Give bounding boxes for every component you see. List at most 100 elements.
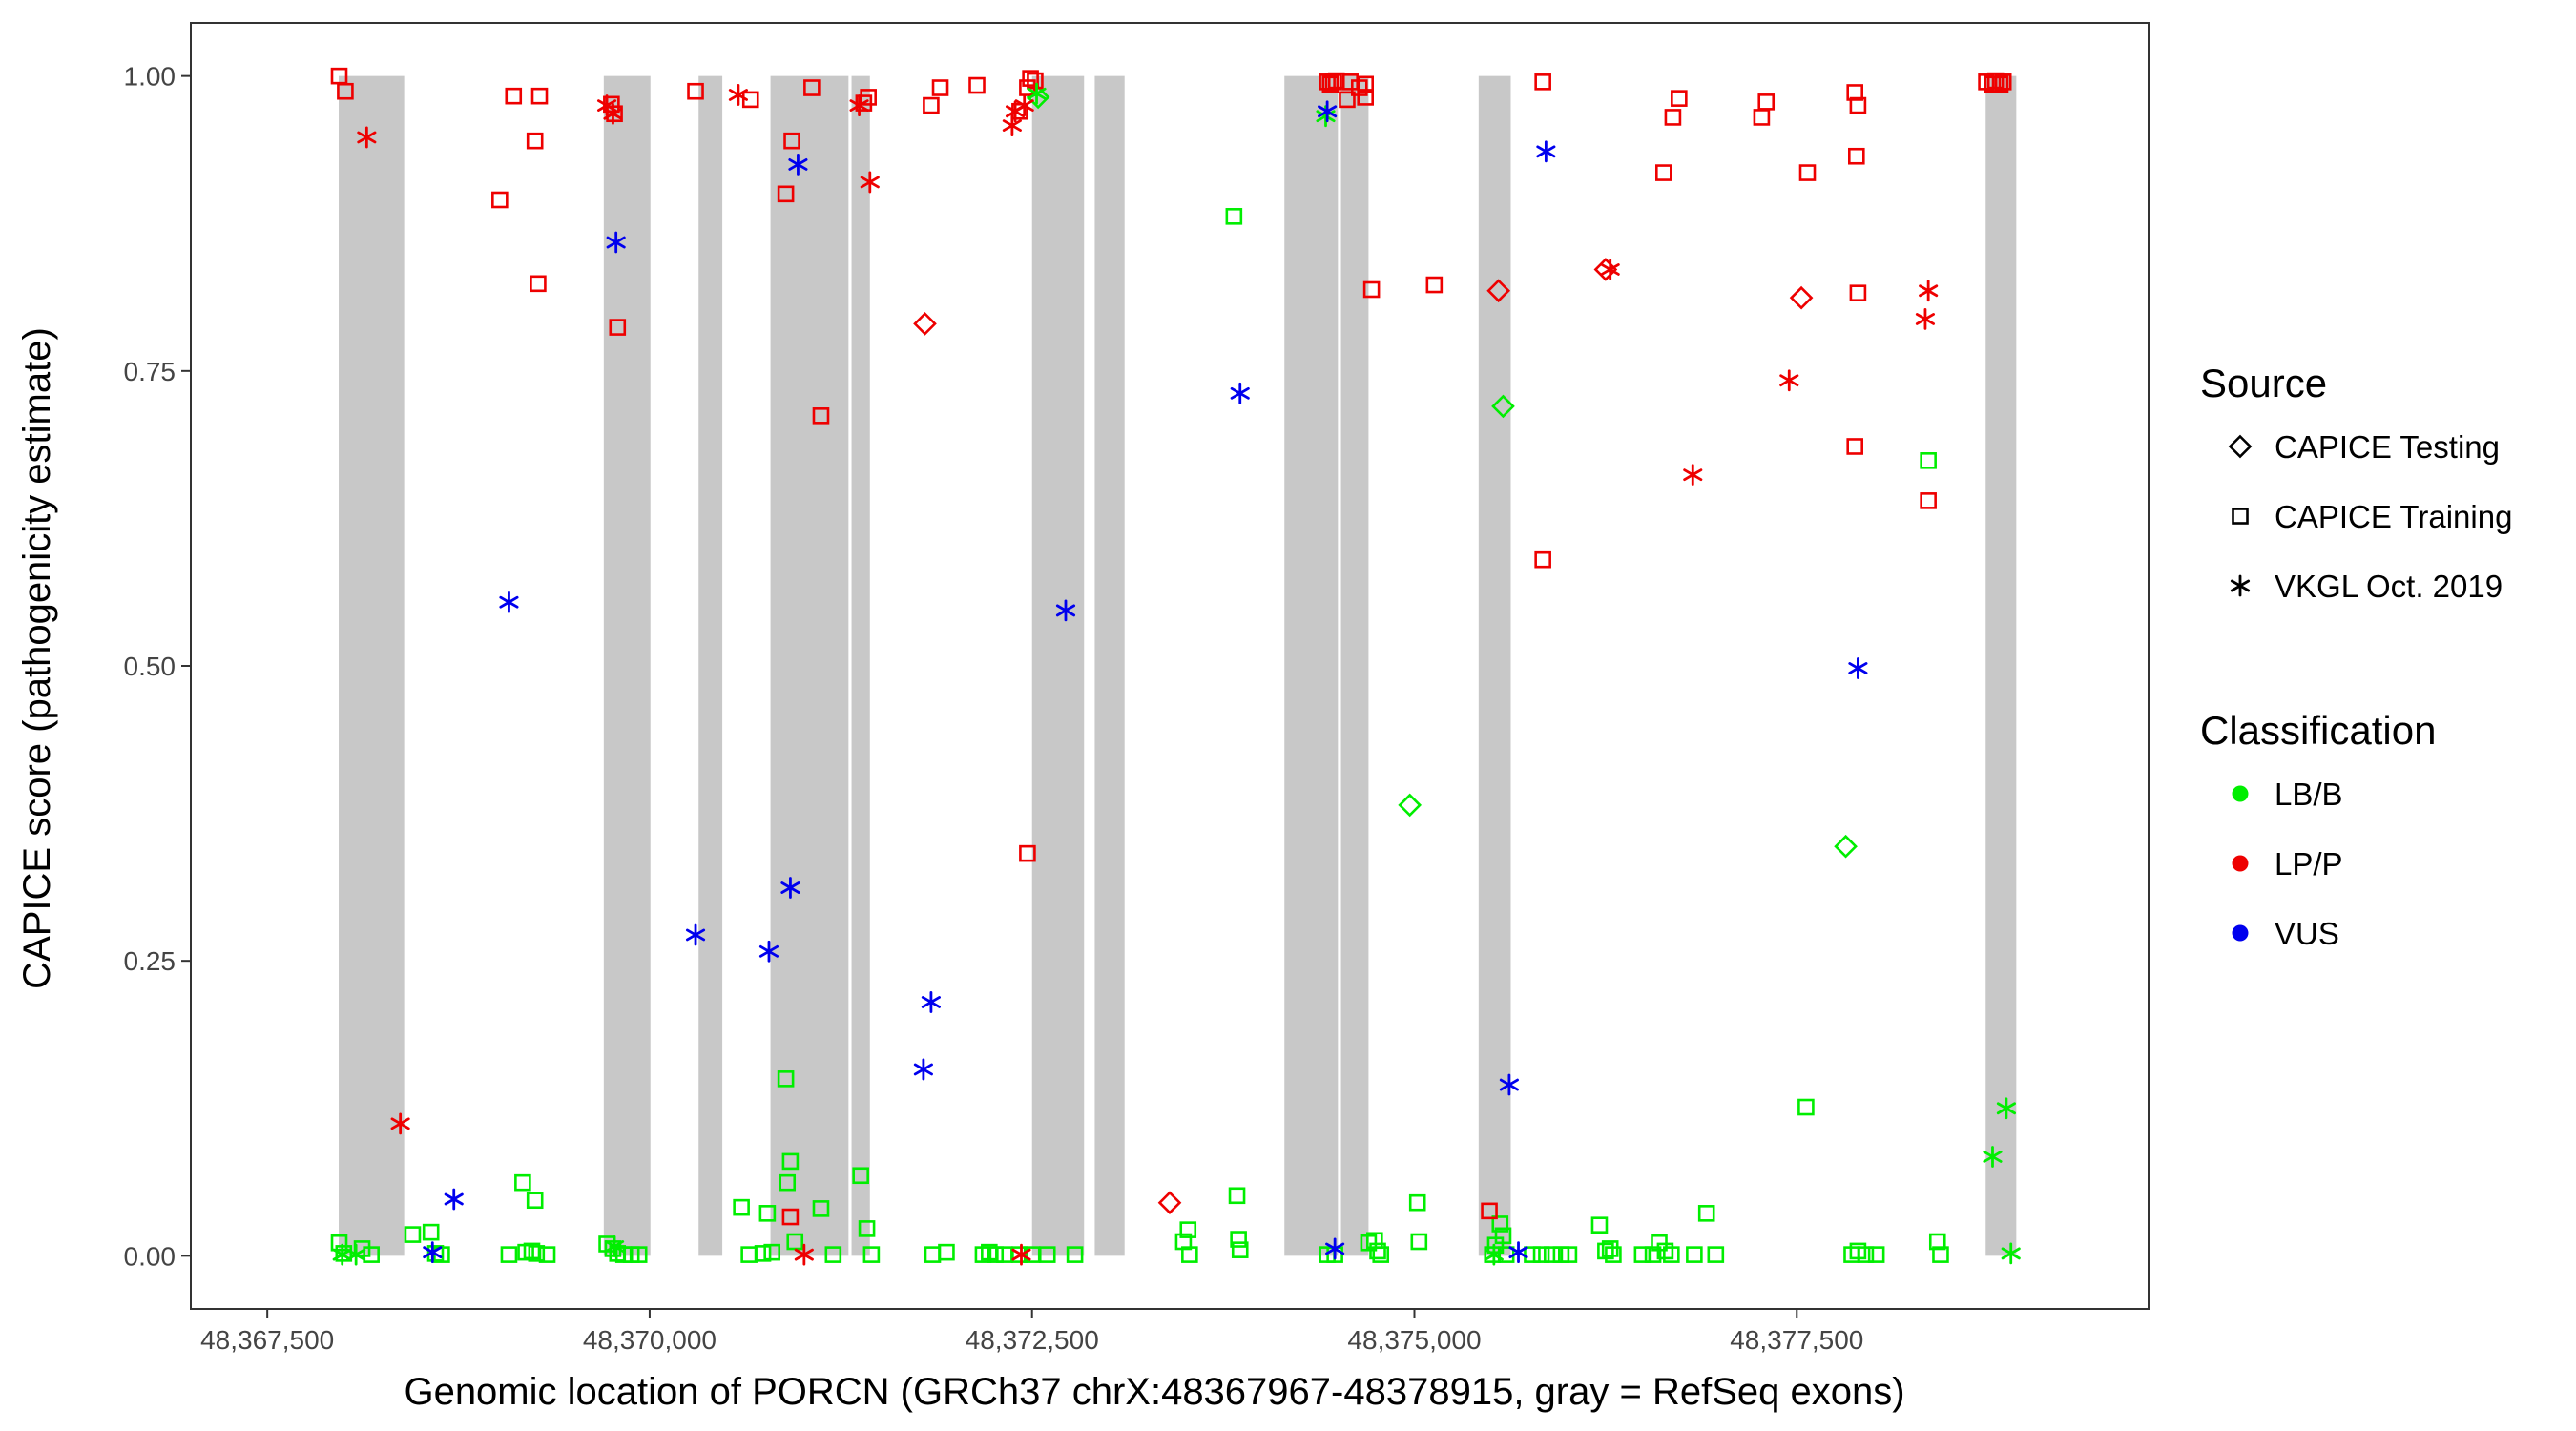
data-point [1357, 75, 1374, 93]
data-point [1686, 1246, 1703, 1263]
data-point [1022, 70, 1039, 87]
data-point [1491, 1215, 1509, 1233]
data-point [1663, 1246, 1680, 1263]
data-point [783, 132, 800, 150]
y-tick-label: 0.00 [124, 1241, 177, 1271]
data-point [1789, 285, 1814, 310]
exon-band-3 [698, 75, 723, 1256]
data-point [530, 275, 547, 293]
data-point [1846, 438, 1863, 455]
data-point [923, 96, 940, 114]
data-point [1848, 147, 1865, 165]
legend-source-keys [2228, 434, 2253, 597]
x-tick-label: 48,377,500 [1730, 1325, 1863, 1355]
data-point [1994, 73, 2012, 91]
data-point [1002, 114, 1022, 136]
data-point [1633, 1246, 1652, 1263]
data-point [1014, 94, 1034, 116]
series-4 [330, 67, 2012, 1226]
data-point [1425, 276, 1444, 294]
exon-band-10 [1478, 75, 1511, 1256]
y-tick-label: 1.00 [124, 62, 177, 92]
legend-label-capice-training: CAPICE Training [2275, 499, 2512, 534]
data-point [794, 1243, 814, 1266]
data-point [1655, 164, 1672, 181]
data-point [1038, 1246, 1056, 1263]
data-point [1996, 1097, 2016, 1120]
data-point [803, 79, 821, 96]
data-point [1491, 394, 1515, 419]
data-point [786, 1233, 804, 1251]
y-axis: 0.00 0.25 0.50 0.75 1.00 [124, 62, 191, 1271]
data-point [1181, 1246, 1198, 1263]
data-point [1920, 452, 1937, 469]
data-point [1798, 164, 1817, 181]
data-point [1027, 82, 1047, 105]
data-point [444, 1188, 464, 1211]
data-point [330, 1234, 348, 1252]
data-point [1362, 280, 1381, 299]
data-point [1494, 1227, 1512, 1245]
data-point [1779, 369, 1799, 392]
data-point [1066, 1246, 1084, 1263]
y-tick-label: 0.50 [124, 652, 177, 681]
data-point [1983, 1146, 2003, 1168]
series-3 [330, 208, 1949, 1263]
data-point [603, 102, 623, 125]
data-point [1932, 1246, 1949, 1263]
exon-band-8 [1284, 75, 1339, 1256]
data-point [1846, 84, 1863, 101]
data-point [733, 1198, 750, 1216]
data-point [538, 1246, 556, 1263]
x-tick-label: 48,367,500 [200, 1325, 334, 1355]
legend-classification-title: Classification [2200, 708, 2436, 753]
exon-band-11 [1985, 75, 2017, 1256]
data-point [2001, 1242, 2021, 1265]
data-point [1857, 1246, 1875, 1263]
data-point [741, 91, 759, 109]
legend-label-vkgl: VKGL Oct. 2019 [2275, 569, 2503, 604]
legend-source-title: Source [2200, 361, 2327, 405]
data-point [1560, 1246, 1578, 1263]
data-point [1157, 1191, 1182, 1215]
legend: Source CAPICE Testing CAPICE Training VK… [2200, 361, 2512, 951]
data-point [1398, 793, 1423, 818]
data-point [1928, 1233, 1946, 1251]
data-point [754, 1245, 772, 1262]
data-point [1339, 91, 1356, 109]
data-point [781, 1152, 800, 1171]
data-point [1601, 1240, 1619, 1257]
data-point [500, 1246, 518, 1263]
data-point [1372, 1246, 1390, 1263]
data-point [931, 79, 949, 96]
data-point [1486, 279, 1511, 303]
legend-label-vus: VUS [2275, 916, 2339, 951]
data-point [1179, 1221, 1197, 1238]
data-point [363, 1246, 380, 1263]
data-point [357, 126, 377, 149]
data-point [332, 1243, 352, 1266]
data-point [1408, 1193, 1426, 1212]
data-point [337, 82, 354, 100]
data-point [781, 1208, 800, 1226]
data-point [913, 312, 937, 336]
data-point [1534, 73, 1551, 91]
legend-color-dot-2 [2232, 855, 2249, 872]
data-point [1915, 308, 1935, 330]
data-point [849, 94, 869, 116]
data-point [728, 84, 748, 106]
exon-band-7 [1094, 75, 1125, 1256]
data-point [824, 1246, 842, 1263]
exon-band-5 [851, 75, 870, 1256]
data-point [780, 877, 800, 899]
data-point [812, 1200, 830, 1217]
data-point [921, 991, 941, 1013]
legend-label-lpp: LP/P [2275, 846, 2343, 881]
legend-color-dot-1 [2232, 785, 2249, 802]
data-point [1590, 1216, 1609, 1234]
data-point [526, 132, 544, 150]
legend-key-2 [2232, 508, 2249, 525]
data-point [1707, 1246, 1725, 1263]
y-tick-label: 0.75 [124, 357, 177, 386]
data-point [788, 154, 808, 176]
